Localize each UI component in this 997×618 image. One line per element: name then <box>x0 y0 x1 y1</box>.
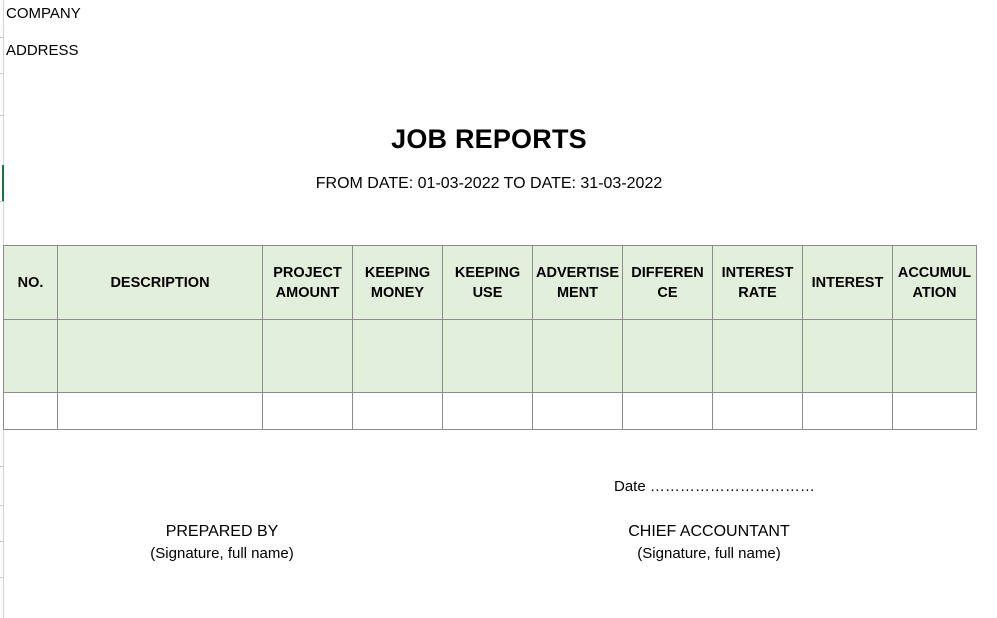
header-text: ATION <box>912 284 957 301</box>
table-cell[interactable] <box>3 319 58 393</box>
column-header-keeping-use[interactable]: KEEPING USE <box>442 245 533 320</box>
row-gridline <box>0 73 4 74</box>
table-cell[interactable] <box>622 392 713 430</box>
column-header-no[interactable]: NO. <box>3 245 58 320</box>
report-title[interactable]: JOB REPORTS <box>391 124 587 154</box>
column-header-accumulation[interactable]: ACCUMUL ATION <box>892 245 977 320</box>
table-cell[interactable] <box>442 392 533 430</box>
chief-accountant-block[interactable]: CHIEF ACCOUNTANT (Signature, full name) <box>592 521 826 565</box>
table-cell[interactable] <box>442 319 533 393</box>
column-header-difference[interactable]: DIFFEREN CE <box>622 245 713 320</box>
table-cell[interactable] <box>622 319 713 393</box>
chief-accountant-label: CHIEF ACCOUNTANT <box>628 523 790 540</box>
row-gridline <box>0 466 4 467</box>
column-header-interest-rate[interactable]: INTEREST RATE <box>712 245 803 320</box>
header-text: DESCRIPTION <box>110 274 210 291</box>
column-header-keeping-money[interactable]: KEEPING MONEY <box>352 245 443 320</box>
company-address[interactable]: ADDRESS <box>6 42 79 59</box>
table-cell[interactable] <box>352 319 443 393</box>
table-cell[interactable] <box>532 319 623 393</box>
chief-accountant-note: (Signature, full name) <box>637 545 781 562</box>
header-text: KEEPING <box>364 264 431 281</box>
table-cell[interactable] <box>57 319 263 393</box>
column-header-description[interactable]: DESCRIPTION <box>57 245 263 320</box>
table-cell[interactable] <box>352 392 443 430</box>
header-text: AMOUNT <box>275 284 340 301</box>
header-text: RATE <box>738 284 777 301</box>
header-text: ADVERTISE <box>536 264 619 281</box>
table-header-row: NO. DESCRIPTION PROJECT AMOUNT KEEPING MON… <box>3 245 977 320</box>
column-header-project-amount[interactable]: PROJECT AMOUNT <box>262 245 353 320</box>
header-text: CE <box>657 284 678 301</box>
prepared-by-label: PREPARED BY <box>165 523 279 540</box>
header-text: USE <box>472 284 503 301</box>
header-text: NO. <box>17 274 44 291</box>
header-text: MENT <box>556 284 599 301</box>
header-text: KEEPING <box>454 264 521 281</box>
row-gridline <box>0 201 4 202</box>
row-gridline <box>0 37 4 38</box>
header-text: INTEREST <box>811 274 884 291</box>
table-cell[interactable] <box>712 392 803 430</box>
table-cell[interactable] <box>712 319 803 393</box>
header-text: PROJECT <box>273 264 342 281</box>
row-gridline <box>0 115 4 116</box>
header-text: DIFFEREN <box>631 264 704 281</box>
table-cell[interactable] <box>3 392 58 430</box>
company-name[interactable]: COMPANY <box>6 5 81 22</box>
table-cell[interactable] <box>892 319 977 393</box>
column-header-interest[interactable]: INTEREST <box>802 245 893 320</box>
table-row <box>3 319 977 393</box>
table-cell[interactable] <box>532 392 623 430</box>
active-cell-indicator <box>2 165 4 201</box>
table-cell[interactable] <box>57 392 263 430</box>
prepared-by-note: (Signature, full name) <box>150 545 294 562</box>
table-cell[interactable] <box>262 392 353 430</box>
header-text: ACCUMUL <box>897 264 972 281</box>
table-cell[interactable] <box>892 392 977 430</box>
report-period[interactable]: FROM DATE: 01-03-2022 TO DATE: 31-03-202… <box>315 175 663 192</box>
prepared-by-block[interactable]: PREPARED BY (Signature, full name) <box>122 521 322 565</box>
row-gridline <box>0 541 4 542</box>
header-text: INTEREST <box>721 264 794 281</box>
table-row <box>3 392 977 430</box>
job-report-table: NO. DESCRIPTION PROJECT AMOUNT KEEPING MON… <box>3 245 977 430</box>
row-gridline <box>0 577 4 578</box>
signature-date[interactable]: Date …………………………… <box>614 478 815 495</box>
header-text: MONEY <box>370 284 425 301</box>
row-gridline <box>0 505 4 506</box>
table-cell[interactable] <box>802 392 893 430</box>
column-header-advertisement[interactable]: ADVERTISE MENT <box>532 245 623 320</box>
table-cell[interactable] <box>802 319 893 393</box>
table-cell[interactable] <box>262 319 353 393</box>
